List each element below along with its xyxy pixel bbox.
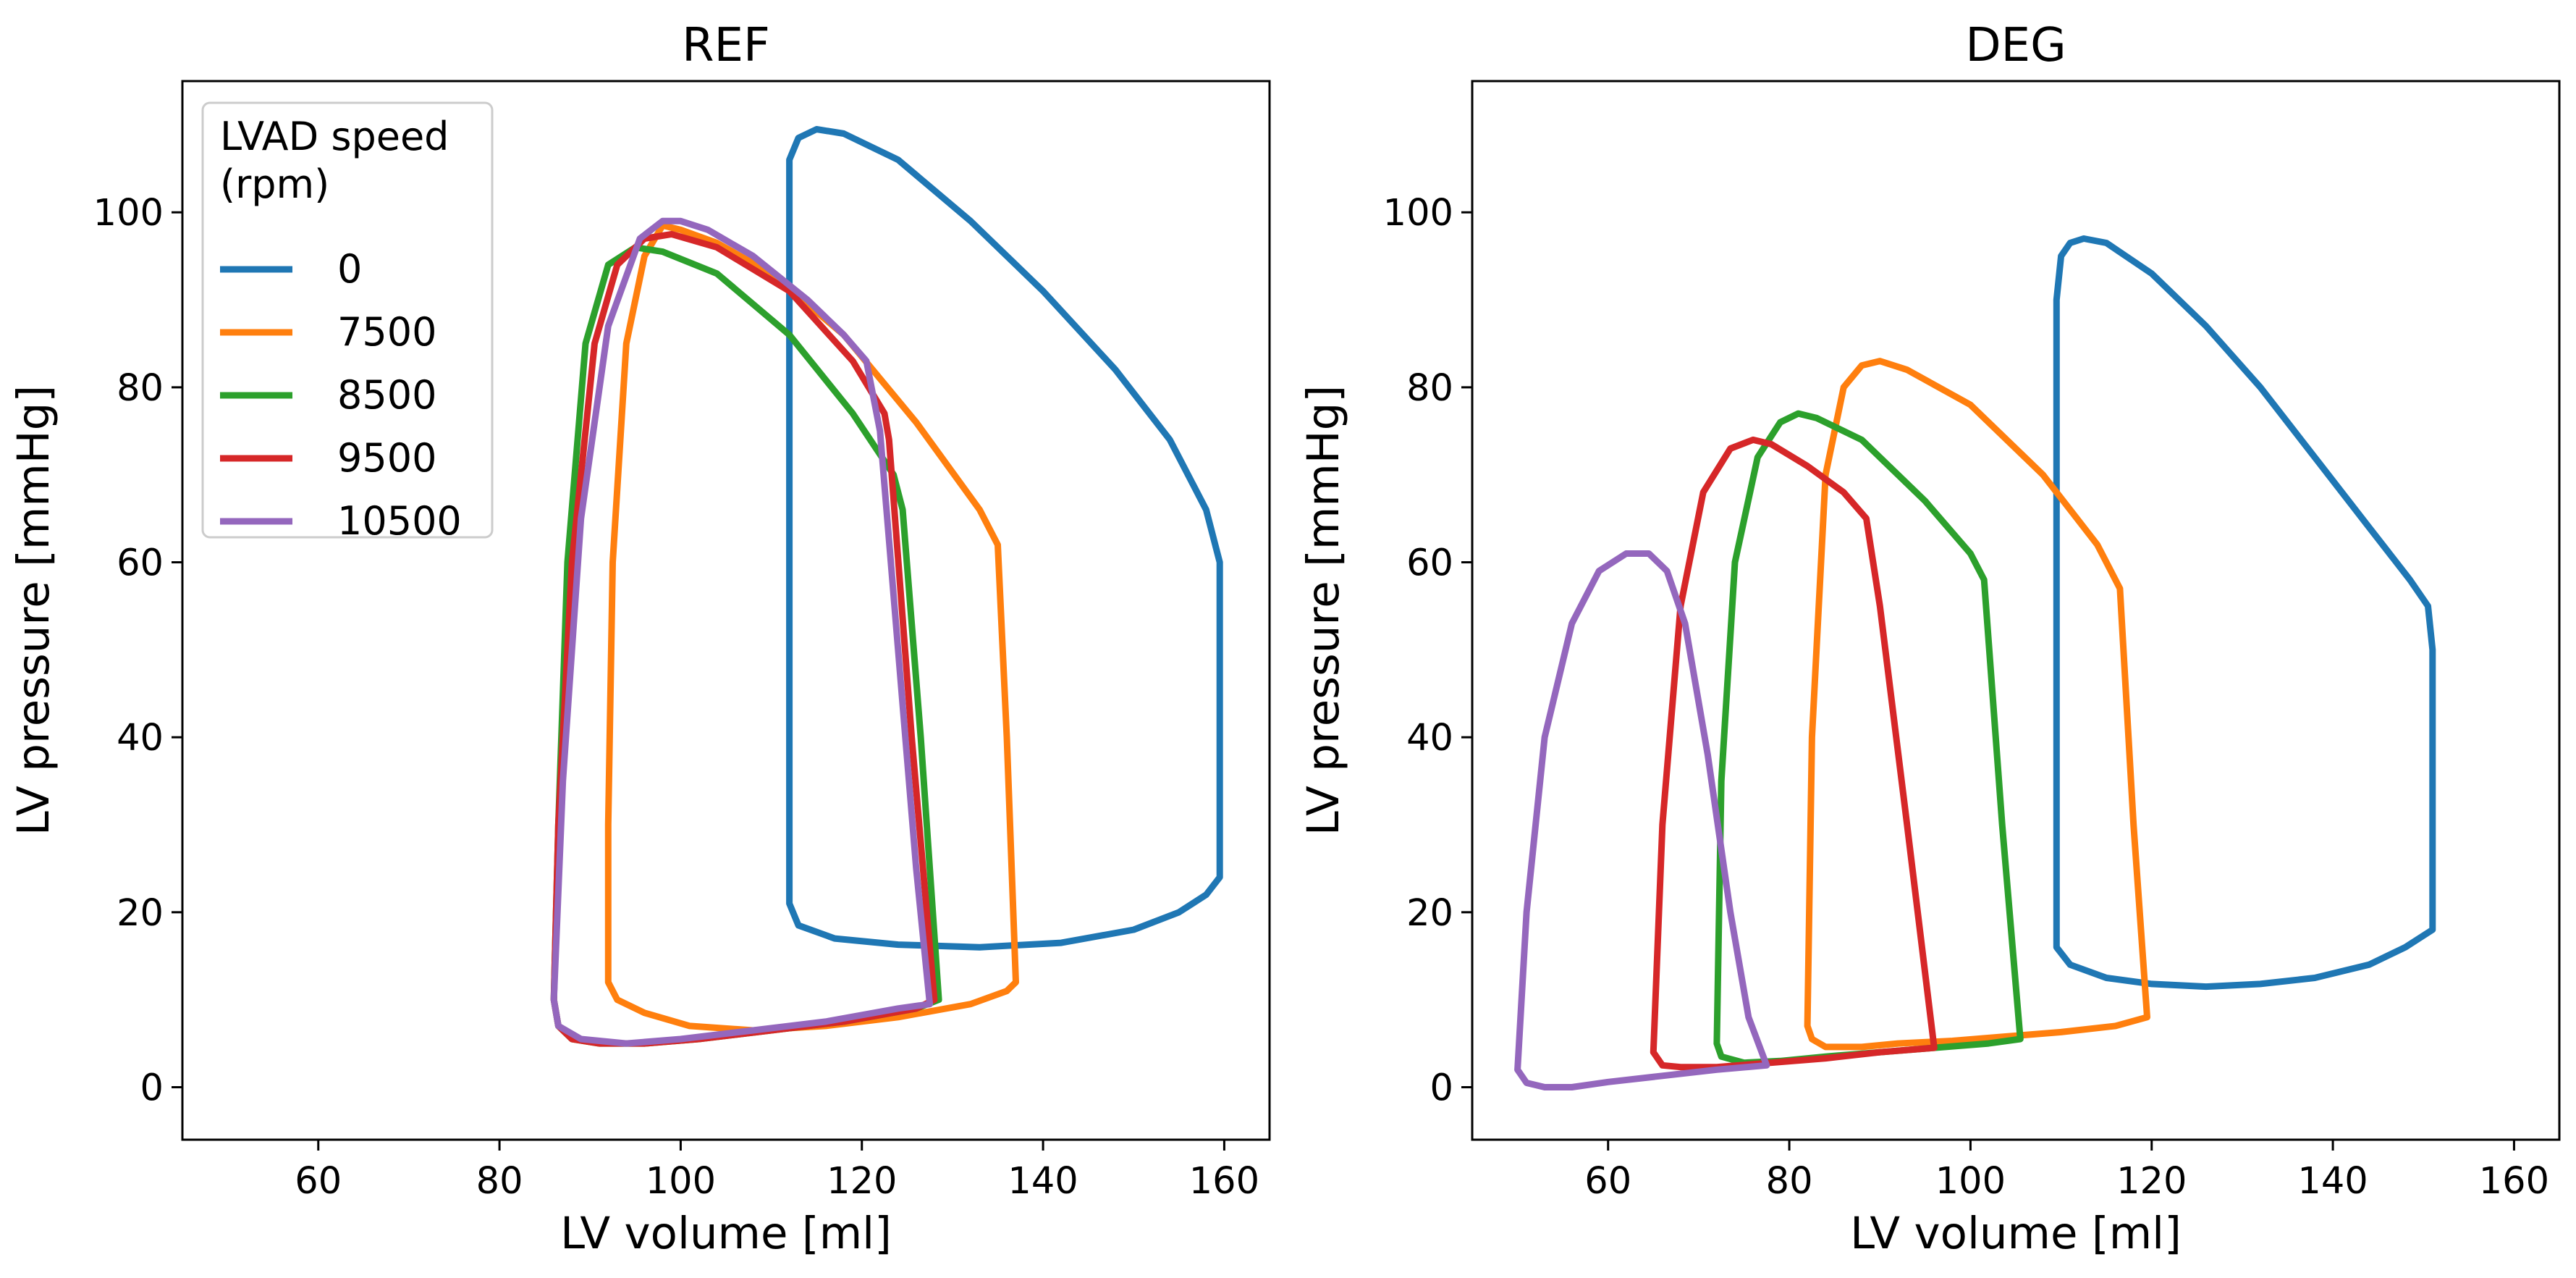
series-line-0: [2053, 235, 2436, 991]
series-group: [1514, 235, 2436, 1090]
chart-title: DEG: [1965, 19, 2066, 72]
x-tick-label: 100: [646, 1160, 716, 1203]
y-tick-label: 40: [117, 717, 164, 760]
x-tick-label: 160: [2479, 1160, 2549, 1203]
x-tick-label: 60: [1584, 1160, 1631, 1203]
y-tick-label: 20: [117, 892, 164, 935]
series-line-7500: [1804, 358, 2150, 1051]
x-tick-label: 120: [827, 1160, 897, 1203]
legend-label: 9500: [337, 435, 436, 481]
x-tick-label: 160: [1189, 1160, 1259, 1203]
series-line-9500: [1650, 436, 1938, 1071]
y-tick-label: 100: [1383, 192, 1453, 235]
legend-item-9500: 9500: [220, 435, 436, 481]
series-line-0: [786, 126, 1223, 951]
y-axis-label: LV pressure [mmHg]: [8, 385, 59, 836]
legend: LVAD speed(rpm)0 7500 8500 9500 10500: [201, 101, 494, 544]
series-line-8500: [1713, 410, 2024, 1067]
x-tick-label: 140: [1008, 1160, 1078, 1203]
y-tick-label: 40: [1406, 717, 1453, 760]
x-tick-label: 140: [2297, 1160, 2368, 1203]
legend-item-7500: 7500: [220, 309, 436, 355]
y-tick-label: 80: [117, 367, 164, 410]
y-tick-label: 100: [93, 192, 164, 235]
axes-frame: [181, 80, 1271, 1141]
chart-title: REF: [682, 19, 770, 72]
y-tick-label: 0: [140, 1067, 164, 1110]
legend-item-0: 0: [220, 246, 362, 292]
y-tick-label: 0: [1430, 1067, 1453, 1110]
chart-panel-deg: 60 80 100 120 140 160 0 20 40 60 80 100 DEG LV volume…: [1298, 19, 2561, 1259]
chart-panel-ref: 60 80 100 120 140 160 0 20 40 60 80 100 REF LV volume…: [8, 19, 1271, 1259]
series-line-10500: [550, 217, 934, 1047]
y-tick-label: 60: [117, 542, 164, 585]
x-tick-label: 80: [1766, 1160, 1813, 1203]
legend-title: LVAD speed: [220, 114, 449, 159]
y-tick-label: 80: [1406, 367, 1453, 410]
legend-label: 10500: [337, 498, 462, 544]
legend-item-10500: 10500: [220, 498, 462, 544]
legend-label: 0: [337, 246, 362, 292]
legend-label: 8500: [337, 372, 436, 418]
x-axis-label: LV volume [ml]: [1850, 1208, 2182, 1259]
series-line-10500: [1514, 550, 1770, 1090]
x-axis-label: LV volume [ml]: [560, 1208, 892, 1259]
y-tick-label: 20: [1406, 892, 1453, 935]
series-line-7500: [604, 222, 1019, 1034]
series-group: [550, 126, 1223, 1047]
axes-frame: [1471, 80, 2561, 1141]
x-tick-label: 60: [295, 1160, 342, 1203]
y-tick-label: 60: [1406, 542, 1453, 585]
legend-title: (rpm): [220, 161, 329, 207]
x-tick-label: 120: [2116, 1160, 2187, 1203]
legend-item-8500: 8500: [220, 372, 436, 418]
x-tick-label: 80: [476, 1160, 523, 1203]
x-tick-label: 100: [1935, 1160, 2006, 1203]
legend-label: 7500: [337, 309, 436, 355]
legend-box: [201, 101, 494, 539]
y-axis-label: LV pressure [mmHg]: [1298, 385, 1349, 836]
